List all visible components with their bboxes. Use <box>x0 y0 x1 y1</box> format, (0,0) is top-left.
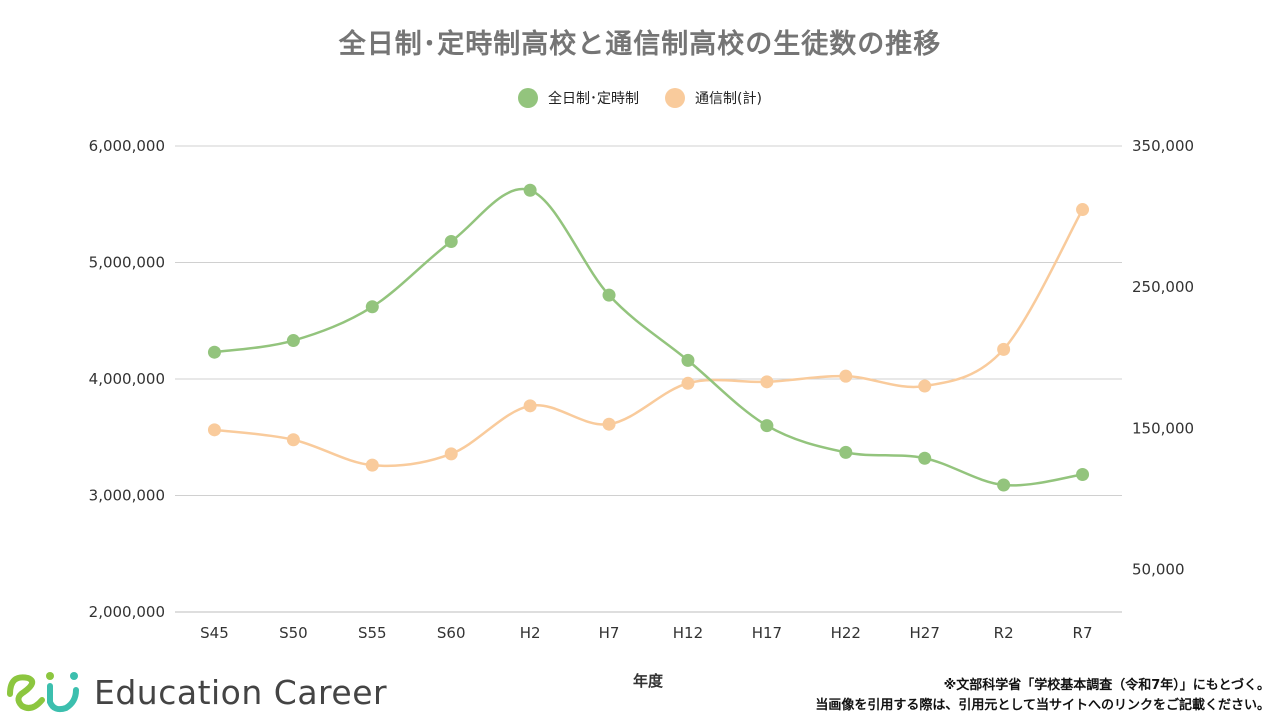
logo: Education Career <box>4 668 387 716</box>
data-point-fulltime <box>602 288 616 302</box>
data-point-correspondence <box>444 447 458 461</box>
x-axis-label: 年度 <box>632 672 663 690</box>
data-point-fulltime <box>1076 468 1090 482</box>
data-point-correspondence <box>602 417 616 431</box>
legend-item-correspondence: 通信制(計) <box>665 88 762 108</box>
data-point-correspondence <box>997 342 1011 356</box>
source-note-line1: ※文部科学省「学校基本調査（令和7年）」にもとづく。 <box>943 678 1270 693</box>
x-tick-label: R2 <box>994 624 1014 642</box>
y-right-tick-label: 250,000 <box>1132 278 1194 296</box>
y-left-tick-label: 6,000,000 <box>89 137 165 155</box>
data-point-fulltime <box>207 345 221 359</box>
data-point-correspondence <box>681 376 695 390</box>
chart-title: 全日制･定時制高校と通信制高校の生徒数の推移 <box>338 29 942 60</box>
data-point-fulltime <box>997 478 1011 492</box>
legend-label-fulltime: 全日制･定時制 <box>548 91 640 107</box>
y-left-tick-label: 2,000,000 <box>89 603 165 621</box>
series-line-fulltime <box>214 187 1083 487</box>
y-left-tick-label: 3,000,000 <box>89 487 165 505</box>
legend-dot-correspondence <box>665 88 686 108</box>
y-right-tick-label: 50,000 <box>1132 561 1185 579</box>
y-left-tick-label: 4,000,000 <box>89 370 165 388</box>
data-point-fulltime <box>444 235 458 249</box>
y-right-tick-label: 350,000 <box>1132 137 1194 155</box>
x-tick-label: S55 <box>358 624 387 642</box>
source-note: ※文部科学省「学校基本調査（令和7年）」にもとづく。 当画像を引用する際は、引用… <box>815 676 1270 716</box>
data-point-fulltime <box>286 334 300 348</box>
x-tick-label: S50 <box>279 624 308 642</box>
x-tick-label: H17 <box>752 624 782 642</box>
data-point-correspondence <box>365 458 379 472</box>
y-right-tick-label: 150,000 <box>1132 419 1194 437</box>
data-point-correspondence <box>207 423 221 437</box>
source-note-line2: 当画像を引用する際は、引用元として当サイトへのリンクをご記載ください。 <box>815 698 1270 713</box>
data-point-correspondence <box>286 433 300 447</box>
data-point-fulltime <box>523 183 537 197</box>
logo-mark-icon <box>7 672 79 713</box>
data-point-correspondence <box>760 375 774 389</box>
series-line-correspondence <box>214 208 1084 468</box>
legend-dot-fulltime <box>518 88 539 108</box>
data-point-fulltime <box>365 300 379 314</box>
data-point-correspondence <box>1076 203 1090 217</box>
x-tick-label: H2 <box>520 624 541 642</box>
x-tick-label: S60 <box>437 624 466 642</box>
data-point-fulltime <box>681 353 695 367</box>
data-point-fulltime <box>760 419 774 433</box>
x-tick-label: H27 <box>910 624 940 642</box>
legend-label-correspondence: 通信制(計) <box>695 91 762 107</box>
x-tick-label: H22 <box>831 624 861 642</box>
x-tick-label: H12 <box>673 624 703 642</box>
y-left-tick-label: 5,000,000 <box>89 254 165 272</box>
data-point-correspondence <box>918 379 932 393</box>
logo-text: Education Career <box>94 672 388 712</box>
legend-item-fulltime: 全日制･定時制 <box>518 88 639 108</box>
data-point-correspondence <box>523 399 537 413</box>
data-point-fulltime <box>839 445 853 459</box>
x-tick-label: S45 <box>200 624 229 642</box>
data-point-fulltime <box>918 451 932 465</box>
x-tick-label: R7 <box>1073 624 1093 642</box>
chart-legend: 全日制･定時制 通信制(計) <box>0 88 1280 108</box>
data-point-correspondence <box>839 369 853 383</box>
x-tick-label: H7 <box>599 624 620 642</box>
